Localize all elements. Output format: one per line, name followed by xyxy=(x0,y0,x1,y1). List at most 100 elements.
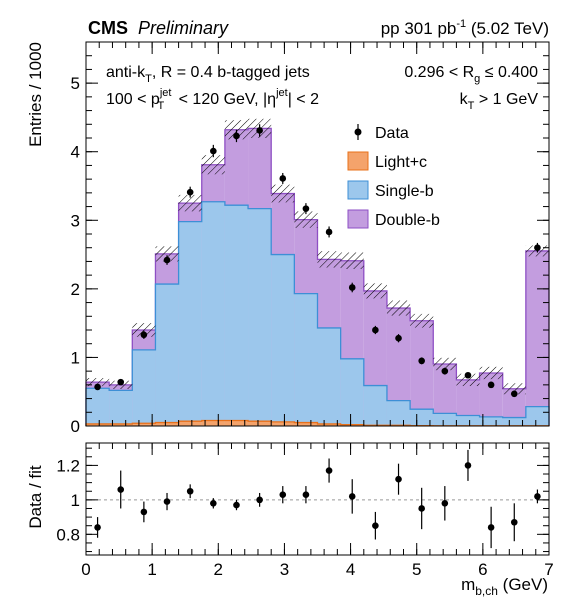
stacked-histogram xyxy=(85,127,550,427)
data-point xyxy=(372,326,379,334)
legend-label-single: Single-b xyxy=(375,183,434,200)
ratio-point xyxy=(395,475,402,483)
bar-light xyxy=(248,421,272,426)
uncertainty-band xyxy=(502,383,526,395)
bar-single xyxy=(155,284,179,426)
series-single xyxy=(85,201,550,426)
bar-single xyxy=(224,205,249,426)
data-point xyxy=(186,188,194,196)
x-tick-label: 0 xyxy=(81,560,90,579)
bar-light xyxy=(86,423,110,426)
bar-double xyxy=(433,364,457,426)
bar-single xyxy=(178,221,202,426)
legend-item-double: Double-b xyxy=(347,209,440,229)
bar-light xyxy=(132,423,156,426)
legend-item-data: Data xyxy=(354,124,409,142)
uncertainty-band xyxy=(271,184,295,203)
y-tick-label: 0 xyxy=(71,417,80,436)
ratio-point xyxy=(325,467,333,474)
ratio-point xyxy=(186,487,194,495)
main-axes: 0 1 2 3 4 5 xyxy=(71,41,550,436)
data-point xyxy=(487,381,495,389)
data-point xyxy=(140,331,148,339)
bar-single xyxy=(456,415,480,426)
uncertainty-band xyxy=(86,378,110,387)
data-point xyxy=(510,390,518,398)
uncertainty-band xyxy=(479,366,503,380)
bar-light xyxy=(178,421,202,426)
legend-label-light: Light+c xyxy=(375,154,427,171)
bar-light xyxy=(201,420,225,426)
bar-single xyxy=(109,390,133,426)
bar-light xyxy=(155,422,179,426)
data-point xyxy=(534,244,541,252)
x-tick-label: 6 xyxy=(478,560,487,579)
legend-label-double: Double-b xyxy=(375,212,440,229)
ratio-point xyxy=(487,524,495,531)
bar-light xyxy=(340,424,364,426)
ratio-y-tick-label: 0.8 xyxy=(56,525,80,544)
y-tick-label: 4 xyxy=(71,143,80,162)
bar-double xyxy=(386,308,411,426)
bar-single xyxy=(201,201,225,426)
annotation-pt-eta: 100 < pjet T < 120 GeV, |ηjet| < 2 xyxy=(106,87,319,112)
ratio-points xyxy=(94,449,541,549)
ratio-point xyxy=(464,462,472,469)
uncertainty-band xyxy=(178,194,202,212)
data-points xyxy=(94,124,541,398)
bar-single xyxy=(525,406,549,426)
bar-double xyxy=(456,379,480,426)
ratio-point xyxy=(163,498,171,505)
ratio-point xyxy=(279,491,287,498)
uncertainty-band xyxy=(410,313,434,328)
ratio-y-tick-label: 1 xyxy=(71,491,80,510)
data-point xyxy=(395,334,402,342)
ratio-plot-frame xyxy=(85,442,550,556)
x-tick-label: 3 xyxy=(280,560,289,579)
annotation-kt: kT > 1 GeV xyxy=(460,91,539,112)
bar-single xyxy=(386,400,411,426)
data-point xyxy=(163,256,171,264)
outline-single xyxy=(85,201,550,426)
bar-light xyxy=(271,421,295,426)
bar-single xyxy=(363,385,387,426)
annotation-algorithm: anti-kT, R = 0.4 b-tagged jets xyxy=(106,64,310,85)
x-tick-label: 4 xyxy=(346,560,355,579)
data-point xyxy=(348,284,356,291)
y-tick-label: 1 xyxy=(71,348,80,367)
data-point xyxy=(418,357,425,365)
ratio-point xyxy=(94,524,101,531)
ratio-y-axis-label: Data / fit xyxy=(26,465,45,529)
ratio-point xyxy=(372,522,379,530)
bar-light xyxy=(224,420,249,426)
ratio-point xyxy=(256,496,263,504)
ratio-axes: 0.8 1 1.2 0 1 2 3 4 5 6 7 xyxy=(56,443,554,579)
legend-label-data: Data xyxy=(375,125,409,142)
y-tick-label: 3 xyxy=(71,211,80,230)
x-axis-label: mb,ch (GeV) xyxy=(461,575,548,598)
ratio-point xyxy=(117,486,125,493)
bar-single xyxy=(248,208,272,426)
data-point xyxy=(325,228,333,236)
uncertainty-band xyxy=(363,283,387,299)
ratio-point xyxy=(233,501,240,509)
data-point xyxy=(233,132,240,140)
bar-single xyxy=(132,349,156,426)
status-label: Preliminary xyxy=(138,18,229,38)
bar-single xyxy=(86,388,110,426)
main-y-axis-label: Entries / 1000 xyxy=(26,42,45,147)
ratio-y-tick-label: 1.2 xyxy=(56,456,80,475)
bar-light xyxy=(109,423,133,426)
bar-double xyxy=(502,388,526,426)
bar-double xyxy=(525,250,549,426)
x-tick-label: 1 xyxy=(147,560,156,579)
main-plot: 0 1 2 3 4 5 xyxy=(71,41,550,436)
ratio-point xyxy=(210,500,217,507)
bar-single xyxy=(271,254,295,426)
bar-single xyxy=(410,409,434,426)
x-tick-label: 7 xyxy=(544,560,553,579)
uncertainty-band xyxy=(433,357,457,371)
uncertainty-band xyxy=(317,251,341,268)
annotation-rg: 0.296 < Rg ≤ 0.400 xyxy=(404,64,538,85)
x-tick-label: 5 xyxy=(412,560,421,579)
